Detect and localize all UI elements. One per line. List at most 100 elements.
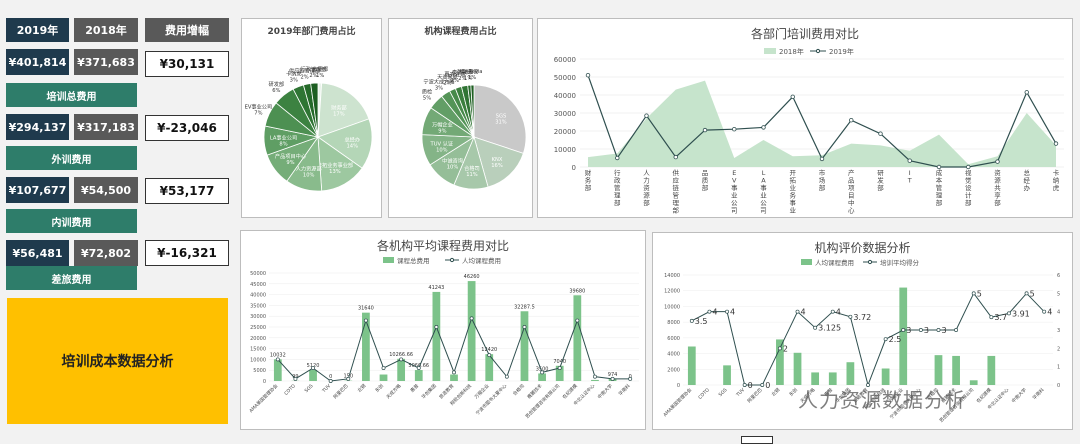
- org-avg-line-point: [470, 317, 473, 320]
- org-eval-y-tick-label: 14000: [664, 273, 680, 279]
- org-avg-line-point: [347, 377, 350, 380]
- org-eval-y2-tick-label: 2: [1057, 346, 1060, 352]
- org-eval-y2-tick-label: 4: [1057, 310, 1060, 316]
- org-eval-y-tick-label: 4000: [667, 352, 680, 358]
- org-avg-bar-label: 31640: [358, 306, 374, 312]
- org-eval-line-label: 3.7: [994, 313, 1007, 322]
- org-avg-bar: [362, 313, 370, 381]
- org-eval-line-point: [849, 315, 852, 318]
- legend-2018-label: 2018年: [779, 47, 804, 56]
- org-avg-bar-label: 41243: [428, 285, 444, 291]
- series-2019-point: [732, 127, 736, 131]
- org-avg-bar-label: 7040: [553, 359, 566, 365]
- org-eval-bar: [987, 356, 995, 385]
- org-eval-line-label: 3: [941, 326, 946, 335]
- org-eval-x-tick-label: 中南大学: [1010, 386, 1028, 404]
- org-eval-legend-bar-swatch: [801, 259, 812, 265]
- series-2019-point: [908, 159, 912, 163]
- legend-2019-marker: [816, 49, 819, 52]
- kpi-external-growth: ¥-23,046: [145, 115, 229, 141]
- org-avg-bar: [468, 281, 476, 381]
- org-avg-y-tick-label: 20000: [250, 336, 266, 342]
- org-eval-line-label: 4: [730, 308, 735, 317]
- org-eval-x-tick-label: 在纪建模: [975, 386, 993, 404]
- org-eval-line-point: [778, 347, 781, 350]
- org-avg-x-tick-label: AMA美国管理协会: [248, 382, 280, 414]
- y-tick-label: 10000: [554, 146, 576, 154]
- org-avg-x-tick-label: CDTO: [283, 383, 297, 397]
- org-avg-line-point: [505, 375, 508, 378]
- org-eval-legend-bar-label: 人均课程费用: [815, 258, 854, 267]
- kpi-total-2019: ¥401,814: [6, 49, 69, 75]
- sheet-tab-button[interactable]: [741, 436, 773, 444]
- org-avg-line-point: [593, 375, 596, 378]
- x-tick-label: 供应链管理部: [673, 168, 680, 215]
- series-2019-point: [645, 114, 649, 118]
- series-2019-point: [879, 132, 883, 136]
- x-tick-label: 研发部: [877, 169, 884, 192]
- org-eval-line-label: 3.5: [695, 317, 708, 326]
- x-tick-label: 人力资源部: [643, 169, 650, 207]
- org-eval-line-label: 4: [836, 308, 841, 317]
- org-avg-bar-label: 10032: [270, 352, 286, 358]
- org-eval-line-point: [708, 310, 711, 313]
- org-eval-y-tick-label: 8000: [667, 320, 680, 326]
- header-growth: 费用增幅: [145, 18, 229, 42]
- kpi-external-2019: ¥294,137: [6, 114, 69, 140]
- org-eval-y-tick-label: 12000: [664, 289, 680, 295]
- org-eval-x-tick-label: 华南科: [1031, 386, 1046, 401]
- y-tick-label: 60000: [554, 56, 576, 64]
- kpi-total-growth: ¥30,131: [145, 51, 229, 77]
- org-avg-bar: [433, 292, 441, 381]
- org-avg-bar-label: 32287.5: [514, 304, 535, 310]
- org-avg-y-tick-label: 25000: [250, 325, 266, 331]
- org-eval-line-point: [761, 383, 764, 386]
- org-avg-x-tick-label: 旅途教育: [437, 382, 455, 400]
- kpi-total-2018: ¥371,683: [74, 49, 138, 75]
- org-avg-x-tick-label: SGS: [304, 383, 315, 394]
- org-eval-line-label: 4: [1047, 308, 1052, 317]
- org-avg-y-tick-label: 40000: [250, 293, 266, 299]
- org-eval-bar: [970, 380, 978, 385]
- kpi-travel-2019: ¥56,481: [6, 240, 69, 266]
- org-eval-line-label: 0: [748, 381, 753, 390]
- x-tick-label: 总经办: [1024, 168, 1031, 192]
- org-eval-bar: [723, 365, 731, 385]
- y-tick-label: 40000: [554, 92, 576, 100]
- org-eval-line-point: [743, 383, 746, 386]
- org-eval-line-label: 4: [801, 308, 806, 317]
- org-eval-line-point: [884, 338, 887, 341]
- legend-2019-label: 2019年: [829, 47, 854, 56]
- org-eval-line-point: [690, 319, 693, 322]
- org-avg-line-point: [364, 319, 367, 322]
- dept-cost-chart: 0100002000030000400005000060000财务部行政管理部人…: [538, 19, 1074, 219]
- org-eval-x-tick-label: CDTO: [697, 387, 711, 401]
- x-tick-label: 卡纳虎: [1053, 168, 1060, 192]
- org-eval-bar: [847, 362, 855, 385]
- org-avg-line-point: [311, 366, 314, 369]
- kpi-internal-2018: ¥54,500: [74, 177, 138, 203]
- org-eval-bar: [882, 369, 890, 386]
- label-travel-cost: 差旅费用: [6, 266, 137, 290]
- org-avg-legend-line-marker: [450, 258, 453, 261]
- org-eval-legend-line-marker: [868, 260, 871, 263]
- org-avg-x-tick-label: 合格司: [511, 382, 526, 397]
- org-eval-line-point: [831, 310, 834, 313]
- x-tick-label: 财务部: [585, 168, 592, 192]
- series-2019-point: [1025, 91, 1029, 95]
- org-avg-x-tick-label: 万帽企业: [473, 382, 491, 400]
- org-eval-y2-tick-label: 3: [1057, 328, 1060, 334]
- org-avg-x-tick-label: 华创集团: [420, 382, 438, 400]
- series-2019-point: [1054, 142, 1058, 146]
- series-2019-point: [703, 128, 707, 132]
- kpi-travel-2018: ¥72,802: [74, 240, 138, 266]
- org-eval-y2-tick-label: 0: [1057, 383, 1060, 389]
